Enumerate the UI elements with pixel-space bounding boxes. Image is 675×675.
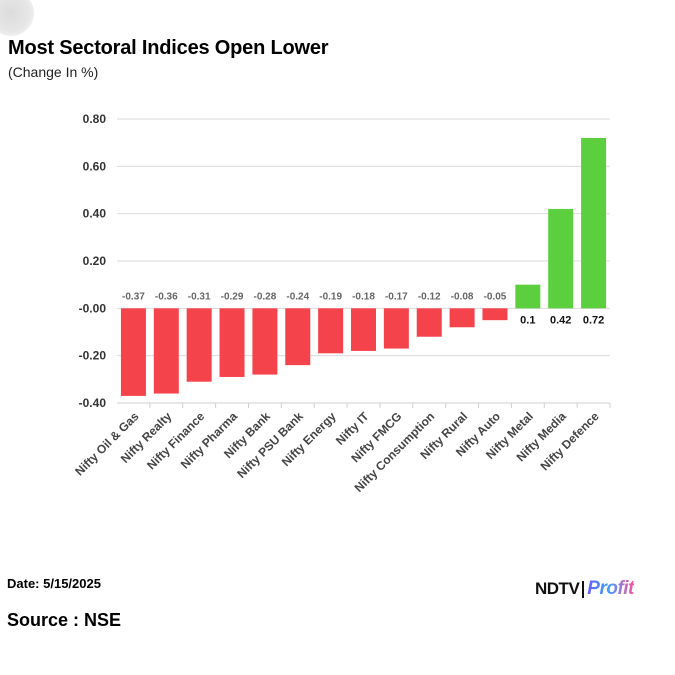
data-labels: -0.37 -0.36 -0.31 -0.29 -0.28 -0.24 -0.19 -0.18…	[122, 291, 604, 326]
data-label: -0.36	[155, 291, 178, 302]
bar	[252, 308, 278, 375]
data-label: 0.1	[520, 314, 535, 326]
y-tick-label: -0.00	[79, 301, 107, 315]
data-label: -0.05	[484, 291, 507, 302]
bar	[548, 208, 574, 309]
grid-lines	[117, 118, 610, 404]
bar	[351, 308, 376, 351]
data-label: -0.29	[221, 291, 244, 302]
bar	[515, 284, 541, 309]
chart-title: Most Sectoral Indices Open Lower	[8, 37, 329, 59]
data-label: -0.08	[451, 291, 474, 302]
bar	[383, 308, 409, 349]
y-axis-ticks: 0.80 0.60 0.40 0.20 -0.00 -0.20 -0.40	[79, 112, 107, 410]
bar	[186, 308, 212, 382]
bar	[318, 308, 344, 354]
ndtv-profit-logo: NDTV Profit	[535, 577, 634, 601]
data-label: -0.31	[188, 291, 211, 302]
data-label: -0.28	[254, 291, 277, 302]
data-label: -0.24	[286, 291, 309, 302]
chart-subtitle: (Change In %)	[8, 64, 99, 80]
data-label: -0.19	[319, 291, 342, 302]
x-tick-label: Nifty Defence	[538, 409, 602, 473]
bars	[120, 137, 607, 396]
y-tick-label: -0.40	[79, 396, 107, 410]
bar	[482, 308, 508, 321]
logo-separator	[582, 580, 585, 598]
sector-bar-chart: 0.800.600.400.20-0.00-0.20-0.40 -0.37 -0.…	[72, 112, 611, 495]
data-label: -0.37	[122, 291, 145, 302]
source-label: Source : NSE	[7, 610, 122, 630]
bar	[120, 308, 146, 396]
data-label: -0.12	[418, 291, 441, 302]
logo-ndtv-text: NDTV	[535, 579, 580, 598]
data-label: 0.72	[583, 314, 604, 326]
bar	[581, 137, 607, 309]
bar	[416, 308, 442, 337]
data-label: -0.18	[352, 291, 375, 302]
y-tick-label: -0.20	[79, 349, 107, 363]
y-tick-label: 0.80	[83, 112, 107, 126]
data-label: 0.42	[550, 314, 571, 326]
data-label: -0.17	[385, 291, 408, 302]
logo-profit-text: Profit	[587, 578, 634, 599]
date-label: Date: 5/15/2025	[7, 576, 101, 591]
y-tick-label: 0.40	[83, 207, 107, 221]
bar	[153, 308, 179, 394]
bar	[449, 308, 475, 328]
bar	[285, 308, 311, 366]
y-tick-label: 0.20	[83, 254, 107, 268]
bar	[219, 308, 245, 377]
y-tick-label: 0.60	[83, 159, 107, 173]
